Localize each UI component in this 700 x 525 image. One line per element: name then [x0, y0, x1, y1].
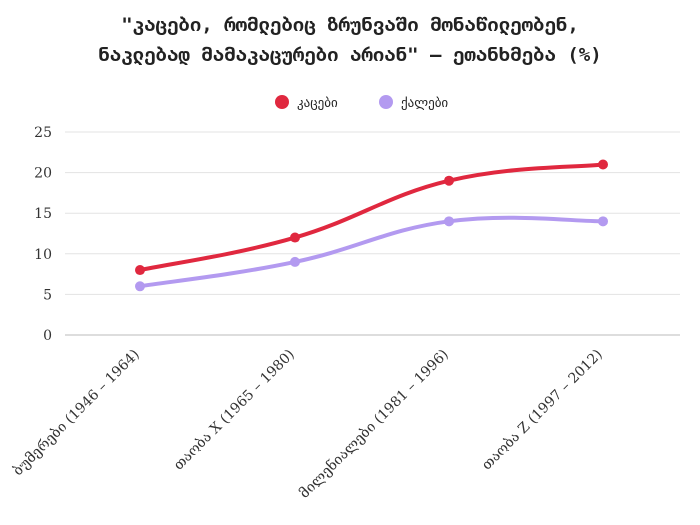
y-tick-label: 5 — [43, 287, 52, 303]
y-tick-label: 25 — [34, 125, 52, 141]
chart-title: "კაცები, რომლებიც ზრუნვაში მონაწილეობენ,… — [0, 10, 700, 70]
gridlines — [65, 131, 680, 336]
data-point — [598, 159, 608, 170]
x-tick-label: თაობა X (1965 – 1980) — [170, 346, 298, 474]
chart-title-line-1: "კაცები, რომლებიც ზრუნვაში მონაწილეობენ, — [121, 14, 579, 36]
x-tick-label: მილენიალები (1981 – 1996) — [295, 345, 452, 502]
x-tick-label: ბუმერები (1946 – 1964) — [9, 346, 142, 479]
legend-swatch — [275, 95, 289, 109]
y-tick-label: 20 — [34, 166, 52, 182]
data-point — [444, 175, 454, 186]
legend-swatch — [379, 95, 393, 109]
data-point — [290, 256, 300, 267]
legend-item: კაცები — [275, 95, 338, 111]
legend-label: ქალები — [401, 96, 448, 111]
legend-item: ქალები — [379, 95, 448, 111]
legend: კაცები ქალები — [275, 95, 448, 111]
y-tick-label: 10 — [34, 247, 52, 263]
x-tick-label: თაობა Z (1997 – 2012) — [478, 346, 606, 474]
y-tick-label: 0 — [43, 328, 52, 344]
series-line — [138, 215, 605, 289]
data-point — [290, 232, 300, 243]
data-point — [135, 281, 145, 292]
y-tick-label: 15 — [34, 206, 52, 222]
data-point — [444, 216, 454, 227]
series-0 — [135, 159, 608, 276]
y-axis: 0 5 10 15 20 25 — [34, 125, 52, 344]
series-line — [138, 162, 605, 273]
x-axis: ბუმერები (1946 – 1964) თაობა X (1965 – 19… — [9, 345, 605, 502]
data-point — [598, 216, 608, 227]
chart-title-line-2: ნაკლებად მამაკაცურები არიან" — ეთანხმება… — [98, 44, 602, 66]
legend-label: კაცები — [297, 96, 338, 111]
data-point — [135, 265, 145, 276]
series-1 — [135, 215, 608, 292]
series-group — [135, 159, 608, 292]
